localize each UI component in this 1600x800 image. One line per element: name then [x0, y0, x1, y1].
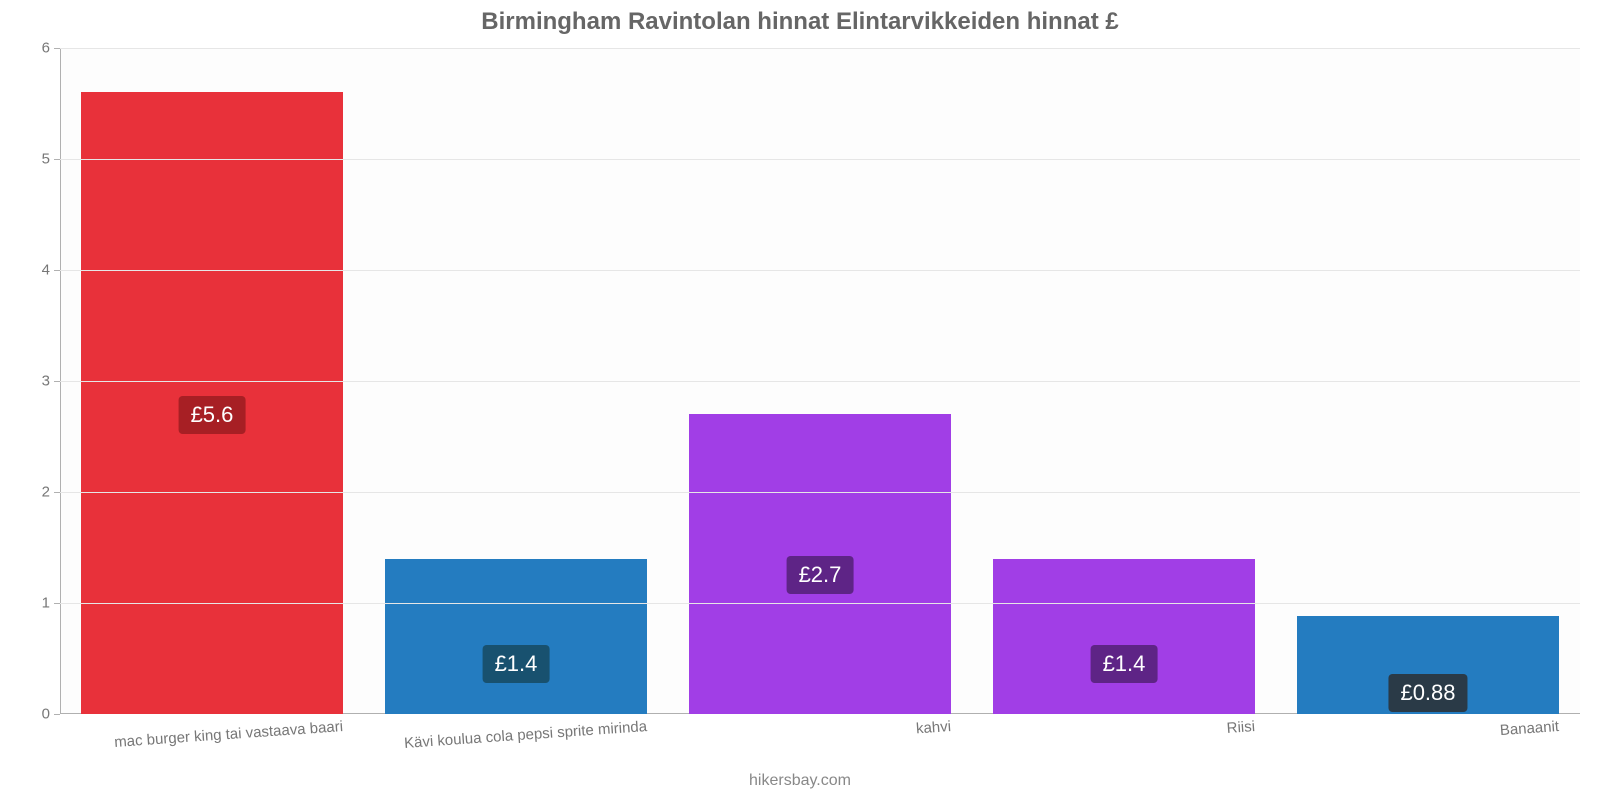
y-tick-mark: [54, 270, 60, 271]
grid-line: [60, 270, 1580, 271]
y-tick-mark: [54, 381, 60, 382]
bar: £1.4: [993, 559, 1254, 714]
grid-line: [60, 603, 1580, 604]
grid-line: [60, 381, 1580, 382]
x-tick-label: kahvi: [915, 718, 951, 737]
chart-title: Birmingham Ravintolan hinnat Elintarvikk…: [0, 0, 1600, 40]
grid-line: [60, 159, 1580, 160]
bar: £1.4: [385, 559, 646, 714]
bar: £0.88: [1297, 616, 1558, 714]
x-tick-label: mac burger king tai vastaava baari: [113, 718, 343, 751]
chart-footer: hikersbay.com: [0, 772, 1600, 790]
x-tick-label: Banaanit: [1499, 718, 1559, 739]
x-labels-container: mac burger king tai vastaava baari Kävi k…: [60, 712, 1580, 752]
y-tick-mark: [54, 159, 60, 160]
bar-value-label: £1.4: [1091, 645, 1158, 683]
grid-line: [60, 48, 1580, 49]
y-tick-mark: [54, 603, 60, 604]
plot-area: £5.6£1.4£2.7£1.4£0.88 0123456: [60, 48, 1580, 714]
y-tick-mark: [54, 492, 60, 493]
bar: £5.6: [81, 92, 342, 714]
bar-value-label: £2.7: [787, 556, 854, 594]
bar-value-label: £0.88: [1388, 674, 1467, 712]
y-tick-mark: [54, 48, 60, 49]
bar: £2.7: [689, 414, 950, 714]
bar-value-label: £5.6: [179, 396, 246, 434]
grid-line: [60, 492, 1580, 493]
x-tick-label: Riisi: [1226, 718, 1255, 737]
price-chart: Birmingham Ravintolan hinnat Elintarvikk…: [0, 0, 1600, 800]
bar-value-label: £1.4: [483, 645, 550, 683]
x-tick-label: Kävi koulua cola pepsi sprite mirinda: [403, 718, 647, 752]
